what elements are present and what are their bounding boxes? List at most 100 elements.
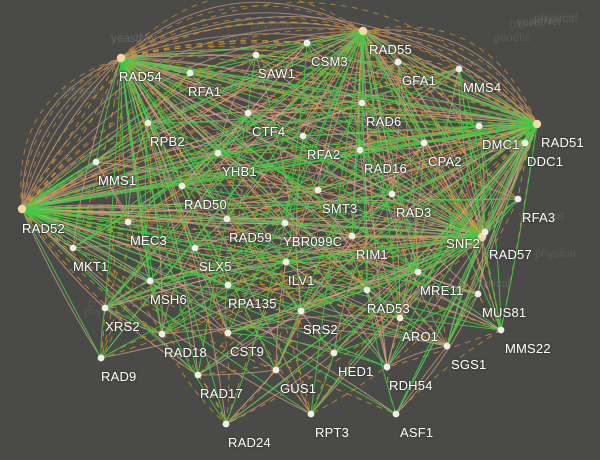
graph-node-csm3[interactable] <box>303 39 311 47</box>
edge-genetic <box>120 46 483 238</box>
node-group[interactable] <box>17 26 542 428</box>
edge-physical <box>21 208 312 415</box>
edge-physical <box>227 30 364 334</box>
edge-yeastNet <box>21 30 364 210</box>
graph-node-mre11[interactable] <box>414 268 422 276</box>
graph-node-mms4[interactable] <box>455 65 463 73</box>
graph-node-ctf4[interactable] <box>244 109 252 117</box>
graph-node-rpt3[interactable] <box>307 410 315 418</box>
graph-node-rim1[interactable] <box>348 232 356 240</box>
edge-physical <box>127 221 196 249</box>
edge-genetic <box>95 161 228 220</box>
edge-physical <box>300 289 368 312</box>
graph-node-rad9[interactable] <box>97 354 105 362</box>
graph-node-rad52[interactable] <box>17 204 27 214</box>
edge-physical <box>284 42 308 224</box>
edge-watermark-label: genetic <box>300 169 338 182</box>
graph-node-ddc1[interactable] <box>521 139 529 147</box>
edge-physical <box>127 112 249 223</box>
edge-genetic <box>104 236 483 309</box>
edge-physical <box>275 236 483 371</box>
edge-yeastNet <box>399 68 460 319</box>
edge-watermark-label: genetic <box>364 64 399 76</box>
graph-node-dmc1[interactable] <box>475 122 483 130</box>
graph-node-slx5[interactable] <box>191 244 199 252</box>
edge-genetic <box>21 57 122 210</box>
graph-node-mms1[interactable] <box>92 158 100 166</box>
graph-node-saw1[interactable] <box>252 51 260 59</box>
graph-node-rad3[interactable] <box>388 190 396 198</box>
edge-genetic <box>217 123 538 154</box>
graph-node-cst9[interactable] <box>224 329 232 337</box>
graph-node-mec3[interactable] <box>124 218 132 226</box>
edge-physical <box>446 293 479 347</box>
edge-genetic <box>225 310 302 425</box>
graph-node-cpa2[interactable] <box>420 139 428 147</box>
graph-node-rad18[interactable] <box>158 330 166 338</box>
graph-node-rad59[interactable] <box>223 215 231 223</box>
graph-node-smt3[interactable] <box>314 186 322 194</box>
edge-yeastNet <box>366 142 425 291</box>
edge-genetic <box>120 2 538 125</box>
graph-node-sgs1[interactable] <box>443 342 451 350</box>
graph-node-rad24[interactable] <box>222 420 230 428</box>
graph-node-rad53[interactable] <box>363 286 371 294</box>
edge-physical <box>120 57 526 144</box>
edge-watermark-label: physical <box>88 298 130 310</box>
edge-physical <box>300 236 483 312</box>
graph-node-rad17[interactable] <box>194 371 202 379</box>
edge-physical <box>395 123 538 415</box>
edge-physical <box>351 234 483 238</box>
graph-node-rfa3[interactable] <box>514 195 522 203</box>
edge-physical <box>300 123 538 312</box>
edge-genetic <box>21 103 538 210</box>
graph-node-yhb1[interactable] <box>214 149 222 157</box>
edge-genetic <box>21 57 122 210</box>
graph-node-mms22[interactable] <box>497 326 505 334</box>
graph-node-rpb2[interactable] <box>144 119 152 127</box>
graph-node-gfa1[interactable] <box>394 58 402 66</box>
edge-genetic <box>362 30 538 125</box>
graph-node-mkt1[interactable] <box>69 244 77 252</box>
edge-watermark-label: physical <box>322 219 361 231</box>
graph-node-rad54[interactable] <box>116 53 126 63</box>
edge-physical <box>147 122 483 238</box>
graph-node-rad50[interactable] <box>178 182 186 190</box>
edge-watermark-label: genetic <box>328 194 361 205</box>
edge-physical <box>95 57 122 163</box>
graph-node-rfa1[interactable] <box>186 69 194 77</box>
graph-node-mus81[interactable] <box>474 290 482 298</box>
graph-node-rdh54[interactable] <box>383 363 391 371</box>
edge-physical <box>227 284 448 347</box>
edge-physical <box>120 57 425 144</box>
graph-node-ilv1[interactable] <box>282 258 290 266</box>
graph-node-srs2[interactable] <box>297 307 305 315</box>
edge-genetic <box>21 208 199 376</box>
edge-physical <box>458 68 538 125</box>
edge-genetic <box>225 236 483 425</box>
edge-watermark-label: genetic <box>198 137 228 147</box>
graph-node-msh6[interactable] <box>146 277 154 285</box>
edge-watermark-label: yeastNet <box>111 32 158 45</box>
graph-node-rad57[interactable] <box>481 228 489 236</box>
graph-node-rad16[interactable] <box>356 146 364 154</box>
edge-physical <box>366 289 397 415</box>
graph-node-xrs2[interactable] <box>101 304 109 312</box>
graph-node-hed1[interactable] <box>330 349 338 357</box>
graph-node-asf1[interactable] <box>392 410 400 418</box>
graph-node-rad51[interactable] <box>532 119 542 129</box>
graph-node-rpa135[interactable] <box>224 281 232 289</box>
edge-yeastNet <box>21 27 364 210</box>
edge-physical <box>310 123 538 415</box>
edge-physical <box>333 293 479 354</box>
edge-physical <box>227 332 388 368</box>
graph-node-rad55[interactable] <box>358 26 368 36</box>
graph-node-gus1[interactable] <box>272 366 280 374</box>
graph-node-aro1[interactable] <box>396 314 404 322</box>
edge-physical <box>104 57 122 309</box>
edge-physical <box>104 307 163 335</box>
graph-node-ybr099c[interactable] <box>281 219 289 227</box>
graph-node-rad6[interactable] <box>358 99 366 107</box>
graph-node-rfa2[interactable] <box>299 132 307 140</box>
